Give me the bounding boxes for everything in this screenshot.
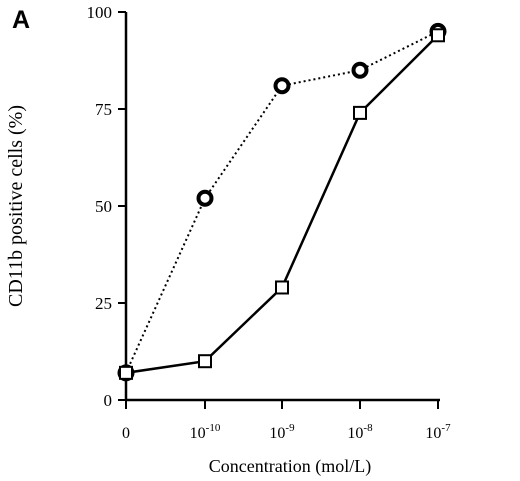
data-point-square [198,354,212,369]
x-axis: 0 10-10 10-9 10-8 10-7 [122,398,451,442]
y-tick-label: 100 [87,3,113,22]
series-square [119,28,445,380]
panel-label: A [12,6,30,34]
x-tick-label: 10-10 [190,422,221,442]
x-tick-label: 10-8 [347,422,373,442]
x-tick-label: 10-9 [269,422,295,442]
y-tick-label: 50 [95,197,112,216]
y-tick-label: 75 [95,100,112,119]
data-point-square [353,105,367,120]
y-axis-label: CD11b positive cells (%) [5,105,27,307]
plot-area [117,22,447,382]
data-point-circle [273,77,291,95]
data-point-circle [351,61,369,79]
data-point-square [275,280,289,295]
x-tick-label: 10-7 [425,422,451,442]
x-axis-label: Concentration (mol/L) [209,456,371,477]
y-axis: 0 25 50 75 100 [87,3,128,410]
y-tick-label: 0 [104,391,113,410]
y-tick-label: 25 [95,294,112,313]
data-point-square [119,365,133,380]
data-point-circle [196,189,214,207]
x-tick-label: 0 [122,425,130,442]
data-point-square [431,28,445,43]
series-line-circle [125,30,439,374]
